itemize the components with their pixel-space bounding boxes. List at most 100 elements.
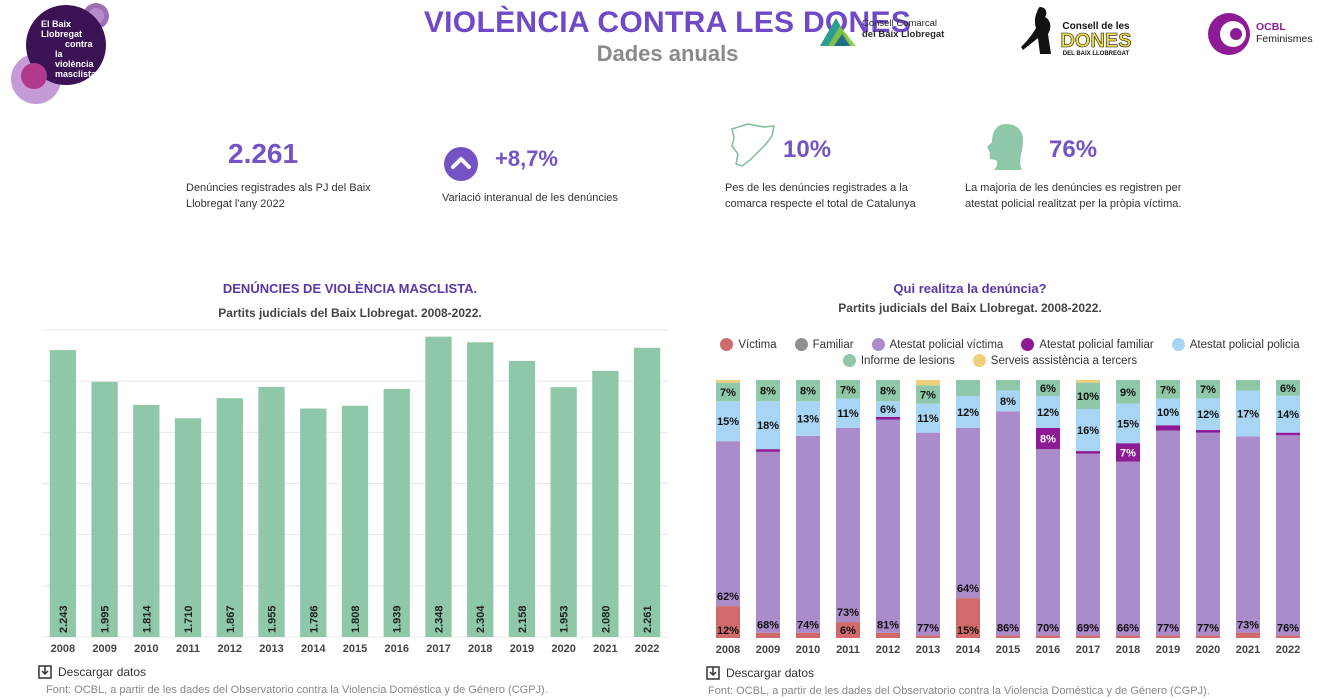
segment-2019 — [1156, 635, 1180, 638]
x-tick-label: 2011 — [836, 644, 860, 656]
data-label: 18% — [757, 420, 779, 432]
x-tick-label: 2012 — [218, 643, 242, 655]
segment-2015 — [996, 390, 1020, 412]
data-label: 77% — [917, 622, 939, 634]
segment-2009 — [756, 449, 780, 452]
partner-logo-line: Consell Comarcal — [862, 18, 937, 29]
x-tick-label: 2011 — [176, 643, 200, 655]
legend-item[interactable]: Atestat policial policia — [1171, 338, 1300, 351]
segment-2011 — [836, 380, 860, 399]
x-tick-label: 2019 — [1156, 644, 1180, 656]
kpi-label: Denúncies registrades als PJ del Baix Ll… — [186, 182, 371, 210]
kpi-label: La majoria de les denúncies es registren… — [965, 182, 1182, 210]
chart1-bar-chart: 2.243 2008 1.995 2009 1.814 2010 1.710 2011 1.86… — [42, 329, 668, 655]
data-label: 66% — [1117, 622, 1139, 634]
bar-2013 — [258, 386, 285, 637]
segment-2019 — [1156, 430, 1180, 636]
partner-logo-line: OCBL — [1256, 21, 1286, 33]
x-tick-label: 2015 — [996, 644, 1020, 656]
chart2-stacked-bar-chart: 12% 62% 15% 7% 2008 68% 18% 8% 2009 74% 13% 8% 2010 6… — [716, 380, 1300, 656]
data-label: 15% — [957, 625, 979, 637]
x-tick-label: 2022 — [1276, 644, 1300, 656]
segment-2018 — [1116, 635, 1140, 638]
kpi-total-complaints: 2.261 Denúncies registrades als PJ del B… — [186, 138, 386, 212]
segment-2019 — [1156, 380, 1180, 399]
segment-2022 — [1276, 432, 1300, 436]
bar-2020 — [550, 387, 577, 637]
data-label: 16% — [1077, 425, 1099, 437]
x-tick-label: 2009 — [92, 643, 116, 655]
segment-2013 — [916, 385, 940, 404]
bar-2014 — [300, 408, 327, 637]
segment-2017 — [1076, 408, 1100, 452]
segment-2020 — [1196, 398, 1220, 431]
legend-item[interactable]: Serveis assistència a tercers — [972, 354, 1137, 367]
chart1-title: DENÚNCIES DE VIOLÈNCIA MASCLISTA. — [222, 281, 478, 296]
bar-2017 — [425, 336, 452, 637]
partner-logo-line: Feminismes — [1256, 33, 1313, 45]
segment-2021 — [1236, 436, 1260, 633]
data-label: 8% — [800, 386, 816, 398]
legend-swatch — [1171, 338, 1185, 351]
data-label: 13% — [797, 414, 819, 426]
segment-2014 — [956, 380, 980, 396]
segment-2012 — [876, 419, 900, 633]
segment-2017 — [1076, 451, 1100, 454]
chart2-subtitle: Partits judicials del Baix Llobregat. 20… — [838, 301, 1102, 315]
data-label: 7% — [920, 389, 936, 401]
segment-2016 — [1036, 449, 1060, 636]
data-label: 1.786 — [308, 605, 320, 633]
bar-2011 — [174, 418, 202, 637]
x-tick-label: 2019 — [510, 643, 534, 655]
data-label: 86% — [997, 622, 1019, 634]
download-icon — [38, 665, 52, 679]
data-label: 8% — [880, 386, 896, 398]
segment-2021 — [1236, 380, 1260, 391]
mountain-icon — [820, 18, 856, 46]
legend-item[interactable]: Atestat policial familiar — [1021, 338, 1154, 351]
legend-item[interactable]: Atestat policial víctima — [871, 338, 1004, 351]
data-label: 77% — [1197, 622, 1219, 634]
chart2-legend: Víctima Familiar Atestat policial víctima A… — [700, 338, 1320, 370]
segment-2014 — [956, 395, 980, 428]
legend-swatch — [871, 338, 885, 351]
legend-label: Informe de lesions — [860, 354, 955, 367]
bar-2009 — [91, 381, 118, 637]
chart2-download-button[interactable]: Descargar datos — [706, 666, 814, 680]
legend-label: Atestat policial víctima — [889, 338, 1004, 351]
bar-2016 — [383, 388, 410, 637]
kpi-label: Pes de les denúncies registrades a la co… — [725, 182, 916, 210]
segment-2022 — [1276, 435, 1300, 636]
bar-2022 — [633, 347, 661, 637]
segment-2010 — [796, 380, 820, 402]
x-tick-label: 2015 — [343, 643, 367, 655]
download-label: Descargar datos — [726, 666, 815, 680]
data-label: 17% — [1237, 409, 1259, 421]
segment-2017 — [1076, 453, 1100, 636]
data-label: 6% — [880, 404, 896, 416]
legend-swatch — [794, 338, 808, 351]
data-label: 6% — [1040, 383, 1056, 395]
segment-2020 — [1196, 635, 1220, 638]
kpi-value: 2.261 — [228, 138, 299, 169]
partner-logo-line: Consell de les — [1062, 21, 1130, 32]
partner-logo-consell-comarcal: Consell Comarcal del Baix Llobregat — [818, 12, 948, 50]
segment-2013 — [916, 380, 940, 386]
data-label: 10% — [1077, 391, 1099, 403]
legend-item[interactable]: Familiar — [794, 338, 854, 351]
data-label: 1.955 — [267, 605, 279, 633]
x-tick-label: 2016 — [1036, 644, 1060, 656]
data-label: 73% — [1237, 620, 1259, 632]
segment-2008 — [716, 606, 740, 638]
legend-item[interactable]: Víctima — [720, 338, 777, 351]
segment-2018 — [1116, 443, 1140, 462]
data-label: 81% — [877, 620, 899, 632]
bar-2018 — [467, 342, 494, 637]
legend-item[interactable]: Informe de lesions — [842, 354, 955, 367]
legend-label: Víctima — [738, 338, 777, 351]
kpi-label: Variació interanual de les denúncies — [442, 192, 618, 204]
segment-2015 — [996, 380, 1020, 391]
chart1-download-button[interactable]: Descargar datos — [38, 665, 146, 679]
page-subtitle: Dades anuals — [596, 41, 739, 66]
data-label: 74% — [797, 620, 819, 632]
